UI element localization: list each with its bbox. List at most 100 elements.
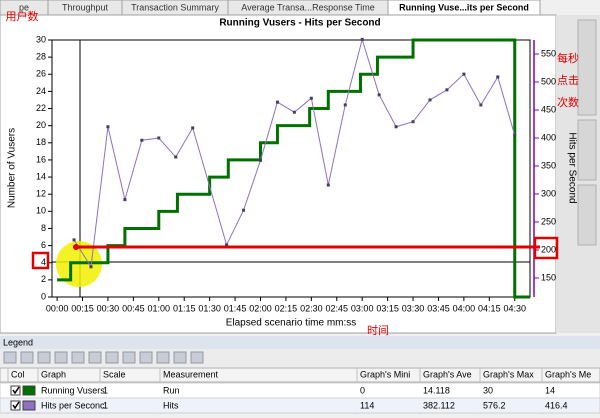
x-tick-label: 00:30: [97, 303, 120, 313]
checkbox[interactable]: [10, 400, 21, 411]
graph-name: Hits per Seconc: [41, 400, 105, 410]
marker: [309, 96, 313, 100]
line: [73, 37, 516, 269]
table-row[interactable]: [0, 397, 600, 414]
color-swatch: [22, 385, 36, 396]
marker: [394, 125, 398, 129]
table-header: [0, 367, 600, 383]
y2-tick-label: 350: [541, 160, 556, 170]
table-cell: 576.2: [483, 400, 506, 410]
tab[interactable]: [387, 0, 541, 16]
annotation-box: [533, 236, 559, 260]
marker: [157, 136, 161, 140]
y-axis-label: Number of Vusers: [7, 128, 18, 208]
toolbar-button[interactable]: [71, 351, 85, 364]
x-tick-label: 02:00: [249, 303, 272, 313]
toolbar-button[interactable]: [3, 351, 17, 364]
table-cell: 30: [483, 385, 493, 395]
column-header: Graph's Mini: [360, 369, 410, 379]
chart-title: Running Vusers - Hits per Second: [219, 18, 380, 29]
y-tick-label: 20: [36, 120, 46, 130]
annotation: 次数: [557, 95, 579, 109]
tab-label: Transaction Summary: [131, 2, 219, 12]
table-cell: 416.4: [545, 400, 568, 410]
annotation: 时间: [367, 324, 389, 337]
y2-tick-label: 550: [541, 48, 556, 58]
x-tick-label: 01:30: [198, 303, 221, 313]
side-tab[interactable]: [577, 119, 597, 181]
toolbar-button[interactable]: [122, 351, 136, 364]
side-tab[interactable]: [577, 184, 597, 246]
marker: [225, 243, 229, 247]
x-tick-label: 04:15: [478, 303, 501, 313]
y2-tick-label: 300: [541, 188, 556, 198]
x-tick-label: 00:00: [46, 303, 69, 313]
toolbar-button[interactable]: [88, 351, 102, 364]
y2-tick-label: 500: [541, 76, 556, 86]
marker: [258, 158, 262, 162]
toolbar-button[interactable]: [156, 351, 170, 364]
x-tick-label: 00:45: [122, 303, 145, 313]
y-tick-label: 8: [41, 223, 46, 233]
marker: [174, 155, 178, 159]
marker: [377, 93, 381, 97]
table-cell: 114: [360, 400, 374, 410]
annotation-dot: [73, 244, 79, 250]
y2-axis-label: Hits per Second: [566, 132, 577, 203]
marker: [140, 138, 144, 142]
marker: [275, 100, 279, 104]
marker: [411, 120, 415, 124]
x-tick-label: 01:45: [224, 303, 247, 313]
y2-tick-label: 200: [541, 244, 556, 254]
toolbar-button[interactable]: [173, 351, 187, 364]
legend-title: Legend: [3, 337, 33, 347]
toolbar-button[interactable]: [105, 351, 119, 364]
legend-header: [0, 336, 600, 349]
y-tick-label: 26: [36, 69, 46, 79]
y-tick-label: 12: [36, 189, 46, 199]
y-tick-label: 18: [36, 137, 46, 147]
toolbar-button[interactable]: [139, 351, 153, 364]
toolbar-button[interactable]: [20, 351, 34, 364]
column-header: Graph's Max: [483, 369, 534, 379]
toolbar-button[interactable]: [54, 351, 68, 364]
x-axis-label: Elapsed scenario time mm:ss: [226, 318, 357, 329]
marker: [445, 88, 449, 92]
marker: [191, 126, 195, 130]
x-tick-label: 03:15: [376, 303, 399, 313]
y-tick-label: 2: [41, 274, 46, 284]
y-tick-label: 14: [36, 171, 46, 181]
y-tick-label: 10: [36, 206, 46, 216]
plot-frame: [51, 39, 531, 298]
y-tick-label: 6: [41, 240, 46, 250]
column-header: Graph's Ave: [423, 369, 472, 379]
x-tick-label: 03:45: [427, 303, 450, 313]
marker: [72, 238, 76, 242]
checkbox[interactable]: [10, 385, 21, 396]
marker: [462, 72, 466, 76]
marker: [513, 133, 517, 137]
table-cell: 0: [360, 385, 365, 395]
tab-label: Throughput: [62, 2, 109, 12]
graph-name: Running Vusers: [41, 385, 105, 395]
y-tick-label: 0: [41, 291, 46, 301]
x-tick-label: 02:45: [326, 303, 349, 313]
x-tick-label: 03:00: [351, 303, 374, 313]
y2-tick-label: 400: [541, 132, 556, 142]
y-tick-label: 28: [36, 52, 46, 62]
x-tick-label: 00:15: [71, 303, 94, 313]
x-tick-label: 02:15: [275, 303, 298, 313]
toolbar-button[interactable]: [37, 351, 51, 364]
x-tick-label: 01:00: [148, 303, 171, 313]
table-cell: 382.112: [423, 400, 455, 410]
toolbar-button[interactable]: [190, 351, 204, 364]
marker: [326, 183, 330, 187]
table-cell: 1: [103, 385, 108, 395]
marker: [360, 37, 364, 41]
x-tick-label: 01:15: [173, 303, 196, 313]
side-tab[interactable]: [577, 19, 597, 116]
marker: [479, 103, 483, 107]
annotation-box: [31, 251, 50, 270]
step-line: [57, 38, 530, 299]
table-cell: Run: [163, 385, 180, 395]
